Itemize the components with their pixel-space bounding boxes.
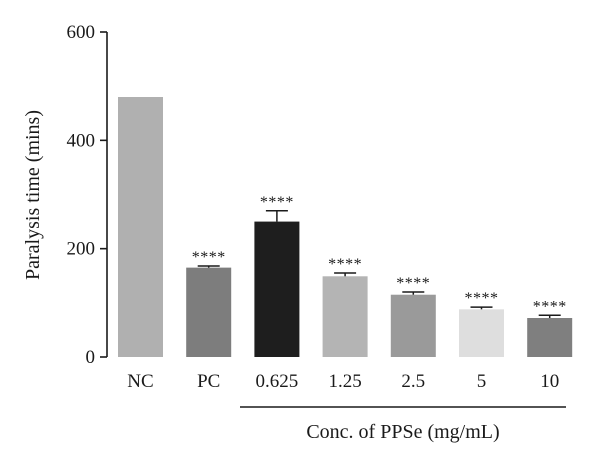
y-ticks: 0 200 400 600 (67, 22, 107, 368)
y-tick-label: 400 (67, 130, 96, 151)
significance-label: **** (192, 249, 226, 266)
y-axis-label: Paralysis time (mins) (22, 110, 44, 280)
bar-5 (459, 309, 504, 357)
x-tick-label: 2.5 (401, 371, 425, 392)
x-tick-label: 1.25 (328, 371, 361, 392)
bars (118, 97, 573, 357)
y-tick-label: 200 (67, 239, 96, 260)
significance-label: **** (465, 290, 499, 307)
group-label: Conc. of PPSe (mg/mL) (306, 421, 499, 443)
y-tick-label: 0 (86, 347, 96, 368)
bar-2.5 (390, 294, 436, 357)
bar-1.25 (322, 276, 368, 357)
x-tick-label: 5 (477, 371, 487, 392)
bar-NC (118, 97, 163, 357)
significance-label: **** (533, 298, 567, 315)
y-tick-label: 600 (67, 22, 96, 43)
x-tick-labels: NC PC 0.625 1.25 2.5 5 10 (127, 371, 559, 392)
bar-10 (527, 318, 573, 357)
significance-annotations: **** **** **** **** **** **** (192, 194, 567, 316)
x-tick-label: NC (127, 371, 153, 392)
x-tick-label: 10 (540, 371, 559, 392)
significance-label: **** (260, 194, 294, 211)
significance-label: **** (328, 256, 362, 273)
bar-0.625 (254, 221, 300, 357)
x-tick-label: PC (197, 371, 220, 392)
bar-PC (186, 267, 232, 357)
x-tick-label: 0.625 (256, 371, 299, 392)
significance-label: **** (396, 275, 430, 292)
error-bars (197, 210, 561, 318)
